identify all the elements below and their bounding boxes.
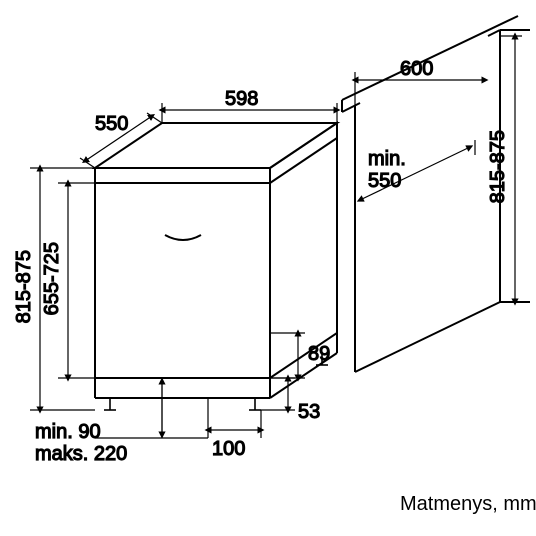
dim-toe-89-label: 89 <box>308 343 330 365</box>
caption: Matmenys, mm <box>400 493 536 515</box>
dim-toe-89 <box>270 333 305 378</box>
dim-plinth-min-label: min. 90 <box>35 421 101 443</box>
dim-toe-53 <box>261 378 295 410</box>
dim-foot-100 <box>208 398 261 438</box>
dim-door-655-725-label: 655-725 <box>41 242 63 315</box>
dim-cavity-600-label: 600 <box>400 58 433 80</box>
dim-depth-550-label: 550 <box>95 113 128 135</box>
appliance <box>95 123 337 410</box>
dim-width-598-label: 598 <box>225 88 258 110</box>
dim-cavity-min550-label1: min. <box>368 148 406 170</box>
dim-toe-53-label: 53 <box>298 401 320 423</box>
dim-cavity-min550-label2: 550 <box>368 170 401 192</box>
dim-plinth-max-label: maks. 220 <box>35 443 127 465</box>
dimension-diagram: 550 598 815-875 655-725 89 <box>0 0 536 536</box>
dim-height-815-875-label: 815-875 <box>13 250 35 323</box>
dim-foot-100-label: 100 <box>212 438 245 460</box>
dim-plinth-range <box>95 378 208 438</box>
dim-cabinet-height-label: 815-875 <box>487 130 509 203</box>
